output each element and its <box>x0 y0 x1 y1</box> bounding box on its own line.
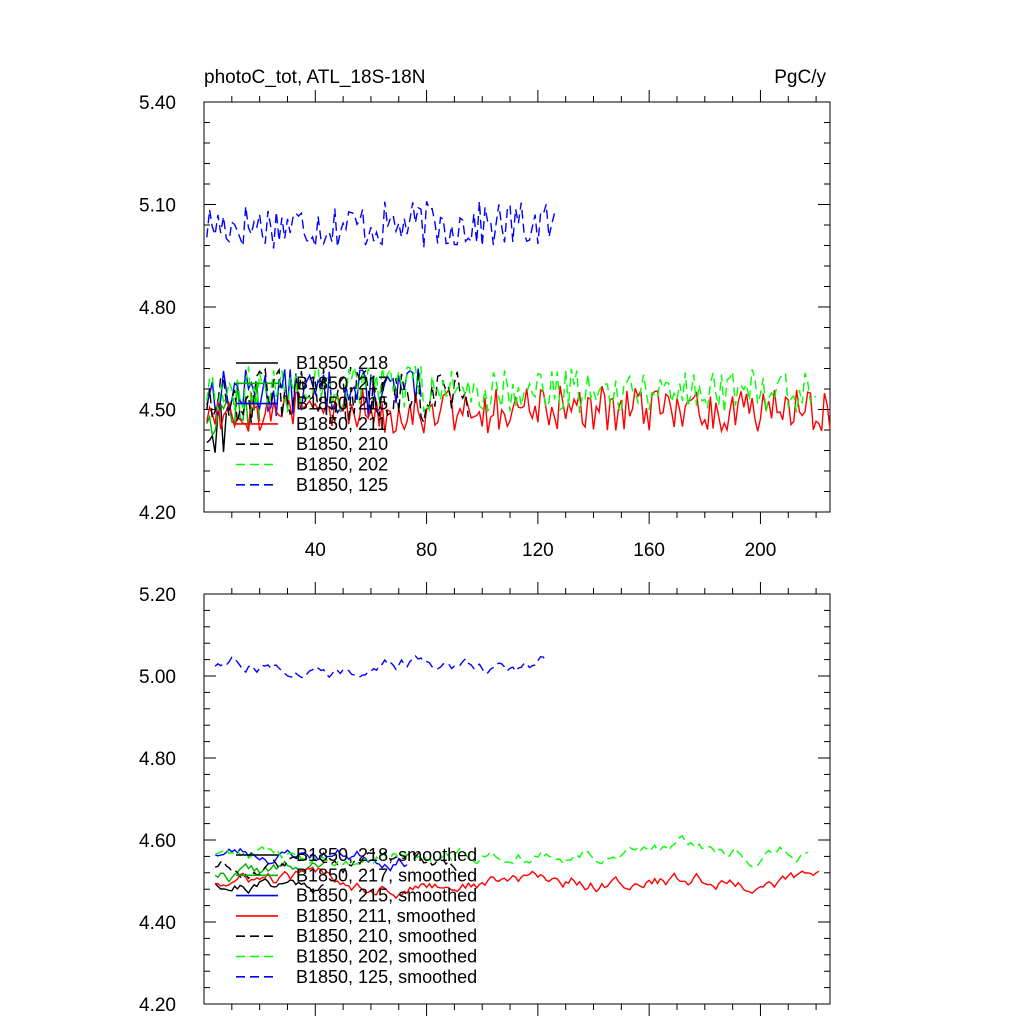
legend-label: B1850, 210 <box>296 434 388 454</box>
top-panel: photoC_tot, ATL_18S-18N PgC/y 4.204.504.… <box>139 67 831 561</box>
legend-label: B1850, 218 <box>296 353 388 373</box>
series-line <box>214 834 808 868</box>
x-tick-labels: 40 80 120 160 200 <box>305 540 777 561</box>
legend-label: B1850, 211, smoothed <box>296 906 476 926</box>
y-tick-labels: 4.20 4.50 4.80 5.10 5.40 <box>139 93 176 524</box>
legend-label: B1850, 217 <box>296 373 388 393</box>
plot-frame <box>203 593 831 1005</box>
x-tick-label: 160 <box>633 540 665 561</box>
legend-label: B1850, 202 <box>296 455 388 475</box>
legend-label: B1850, 202, smoothed <box>296 947 477 967</box>
y-tick-labels: 4.20 4.40 4.60 4.80 5.00 5.20 <box>139 585 176 1016</box>
series-lines <box>206 201 831 453</box>
series-line <box>206 365 817 414</box>
chart-title: photoC_tot, ATL_18S-18N <box>204 67 425 88</box>
x-tick-label: 200 <box>745 540 777 561</box>
y-tick-label: 4.80 <box>139 298 176 319</box>
y-tick-label: 5.40 <box>139 93 176 114</box>
legend-label: B1850, 215, smoothed <box>296 886 477 906</box>
series-line <box>206 367 469 425</box>
y-tick-label: 4.80 <box>139 749 176 770</box>
y-tick-label: 5.20 <box>139 585 176 606</box>
y-tick-label: 4.40 <box>139 913 176 934</box>
legend-label: B1850, 217, smoothed <box>296 865 477 885</box>
x-tick-label: 80 <box>416 540 437 561</box>
series-line <box>206 201 558 249</box>
y-tick-label: 4.20 <box>139 995 176 1016</box>
tick-marks <box>204 582 830 1016</box>
y-tick-label: 4.20 <box>139 503 176 524</box>
y-tick-label: 4.50 <box>139 401 176 422</box>
chart-units: PgC/y <box>774 67 826 88</box>
bottom-panel: 4.20 4.40 4.60 4.80 5.00 5.20 B1850, 218, smo… <box>139 582 831 1016</box>
legend-label: B1850, 215 <box>296 394 388 414</box>
series-line <box>214 878 324 895</box>
series-lines <box>214 654 820 900</box>
y-tick-label: 5.00 <box>139 667 176 688</box>
tick-marks <box>204 90 830 524</box>
series-line <box>215 866 820 900</box>
legend-label: B1850, 218, smoothed <box>296 845 477 865</box>
legend-label: B1850, 125, smoothed <box>296 967 477 987</box>
x-tick-label: 40 <box>305 540 326 561</box>
legend-label: B1850, 211 <box>296 414 387 434</box>
y-tick-label: 5.10 <box>139 196 176 217</box>
y-tick-label: 4.60 <box>139 831 176 852</box>
series-line <box>206 405 227 453</box>
legend-label: B1850, 210, smoothed <box>296 926 477 946</box>
series-line <box>214 654 547 679</box>
legend-label: B1850, 125 <box>296 475 388 495</box>
series-line <box>206 385 831 435</box>
x-tick-label: 120 <box>522 540 554 561</box>
